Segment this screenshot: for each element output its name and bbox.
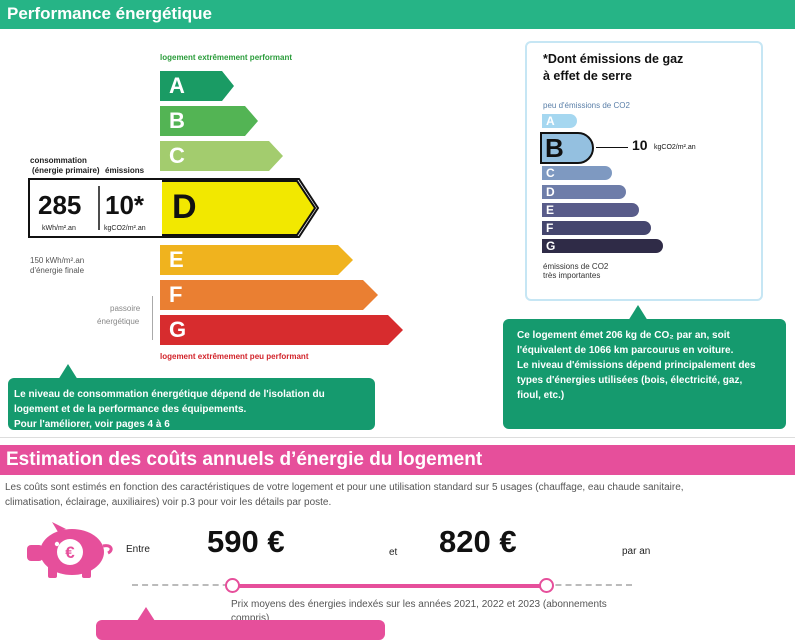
top-label: logement extrêmement performant (160, 53, 293, 62)
costs-title: Estimation des coûts annuels d’énergie d… (6, 449, 483, 470)
consumption-value: 285 (38, 190, 82, 220)
min-price: 590 € (207, 524, 285, 559)
ges-current-grade: B (540, 132, 596, 164)
performance-header: Performance énergétique (0, 0, 795, 29)
grade-f: F (160, 280, 380, 310)
ges-subtitle: à effet de serre (543, 69, 632, 83)
ges-title: *Dont émissions de gaz (543, 52, 684, 66)
ges-value: 10 (632, 137, 648, 153)
emissions-label: émissions (105, 166, 145, 175)
grade-g: G (160, 315, 405, 345)
emissions-unit: kgCO2/m².an (104, 225, 146, 232)
price-range-fill (232, 584, 547, 588)
consumption-sublabel: (énergie primaire) (32, 166, 100, 175)
consumption-tip: Le niveau de consommation énergétique dé… (8, 378, 375, 430)
costs-tip (96, 620, 385, 640)
grade-e: E (160, 245, 355, 275)
section-divider (0, 437, 795, 438)
ges-bottom-label: émissions de CO2 (543, 262, 609, 271)
passoire-sublabel: énergétique (97, 317, 140, 326)
final-energy-label: d'énergie finale (30, 266, 85, 275)
ges-grade-a: A (542, 114, 577, 128)
and-label: et (389, 547, 398, 558)
max-price: 820 € (439, 524, 517, 559)
ges-grade-g: G (542, 239, 663, 253)
ges-grade-c: C (542, 166, 612, 180)
svg-text:€: € (65, 543, 75, 562)
price-index-note: Prix moyens des énergies indexés sur les… (231, 599, 607, 624)
ges-grade-f: F (542, 221, 651, 235)
costs-header: Estimation des coûts annuels d’énergie d… (0, 445, 795, 475)
passoire-bracket (152, 296, 153, 340)
ges-grade-e: E (542, 203, 639, 217)
ges-current-letter: B (545, 133, 564, 163)
grade-a: A (160, 71, 235, 101)
per-year-label: par an (622, 546, 651, 557)
price-range-min-marker (225, 578, 240, 593)
ges-pointer-line (596, 147, 628, 148)
ges-unit: kgCO2/m².an (654, 144, 696, 151)
tip-pointer-right (628, 305, 648, 321)
costs-description: Les coûts sont estimés en fonction des c… (5, 482, 684, 508)
consumption-label: consommation (30, 156, 87, 165)
passoire-label: passoire (110, 304, 141, 313)
bottom-label: logement extrêmement peu performant (160, 352, 309, 361)
current-grade-box: 285 kWh/m².an 10* kgCO2/m².an D (28, 178, 320, 239)
final-energy-value: 150 kWh/m².an (30, 256, 85, 265)
price-range-max-marker (539, 578, 554, 593)
consumption-unit: kWh/m².an (42, 225, 76, 232)
current-grade-letter: D (172, 188, 197, 226)
piggy-bank-icon: € (27, 522, 113, 578)
ges-top-label: peu d'émissions de CO2 (543, 101, 630, 110)
ges-grade-d: D (542, 185, 626, 199)
between-label: Entre (126, 544, 150, 555)
grade-b: B (160, 106, 260, 136)
grade-c: C (160, 141, 285, 171)
ges-bottom-sublabel: très importantes (543, 271, 601, 280)
tip-pointer-left (58, 364, 78, 380)
performance-title: Performance énergétique (7, 4, 213, 23)
emissions-value: 10* (105, 190, 145, 220)
costs-tip-pointer (137, 607, 155, 621)
ges-tip: Ce logement émet 206 kg de CO₂ par an, s… (503, 319, 786, 429)
